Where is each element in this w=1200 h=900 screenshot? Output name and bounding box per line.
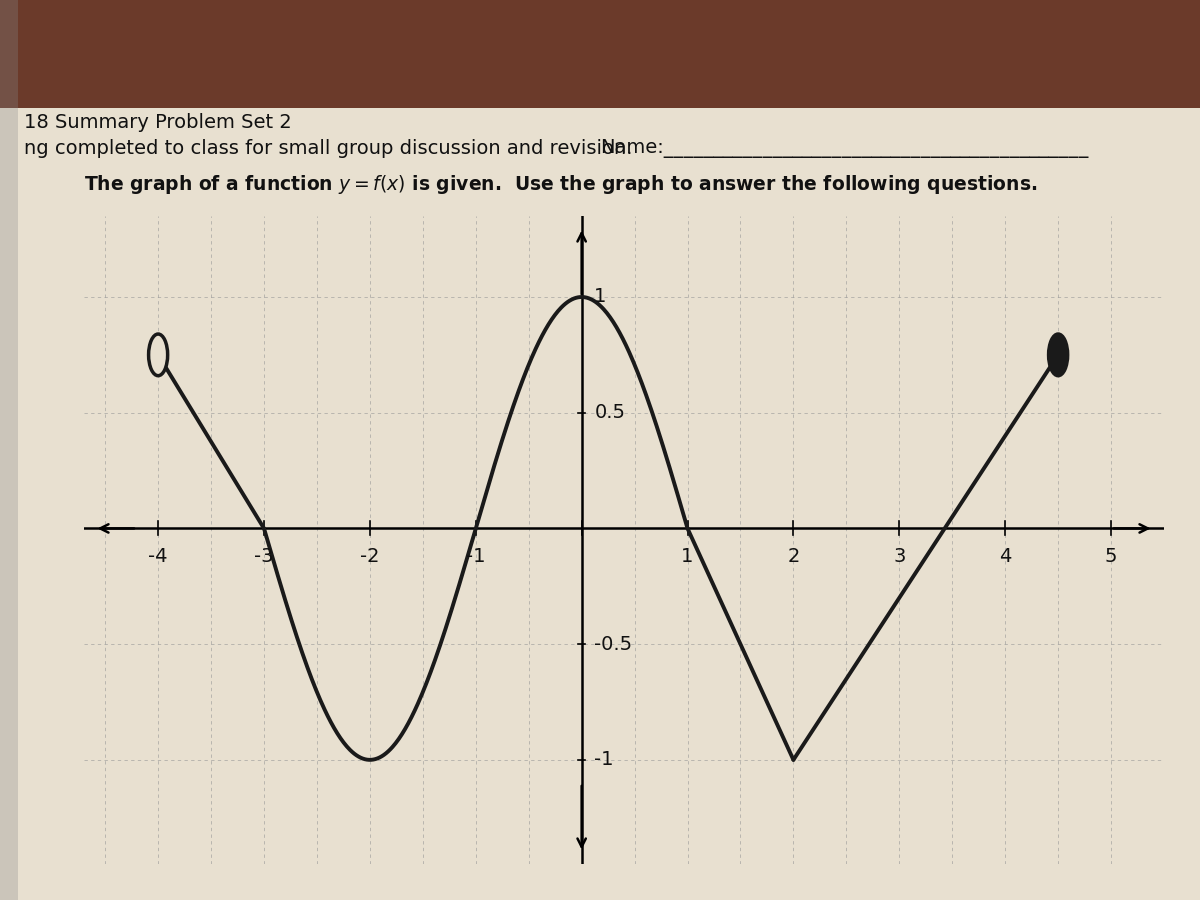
Text: 3: 3 — [893, 547, 906, 566]
Circle shape — [149, 334, 168, 375]
Text: -4: -4 — [149, 547, 168, 566]
Text: 4: 4 — [998, 547, 1012, 566]
Circle shape — [1049, 334, 1068, 375]
Text: Name:___________________________________________: Name:___________________________________… — [600, 140, 1088, 158]
Text: -0.5: -0.5 — [594, 634, 632, 653]
Text: 1: 1 — [682, 547, 694, 566]
Text: -3: -3 — [254, 547, 274, 566]
Text: -1: -1 — [594, 751, 614, 770]
Text: 2: 2 — [787, 547, 799, 566]
Text: 5: 5 — [1105, 547, 1117, 566]
Text: ng completed to class for small group discussion and revision.: ng completed to class for small group di… — [24, 140, 632, 158]
Text: 18 Summary Problem Set 2: 18 Summary Problem Set 2 — [24, 112, 292, 131]
Text: -1: -1 — [466, 547, 486, 566]
Text: The graph of a function $y = f(x)$ is given.  Use the graph to answer the follow: The graph of a function $y = f(x)$ is gi… — [84, 173, 1037, 196]
Text: 1: 1 — [594, 287, 607, 307]
Text: -2: -2 — [360, 547, 379, 566]
Text: 0.5: 0.5 — [594, 403, 625, 422]
